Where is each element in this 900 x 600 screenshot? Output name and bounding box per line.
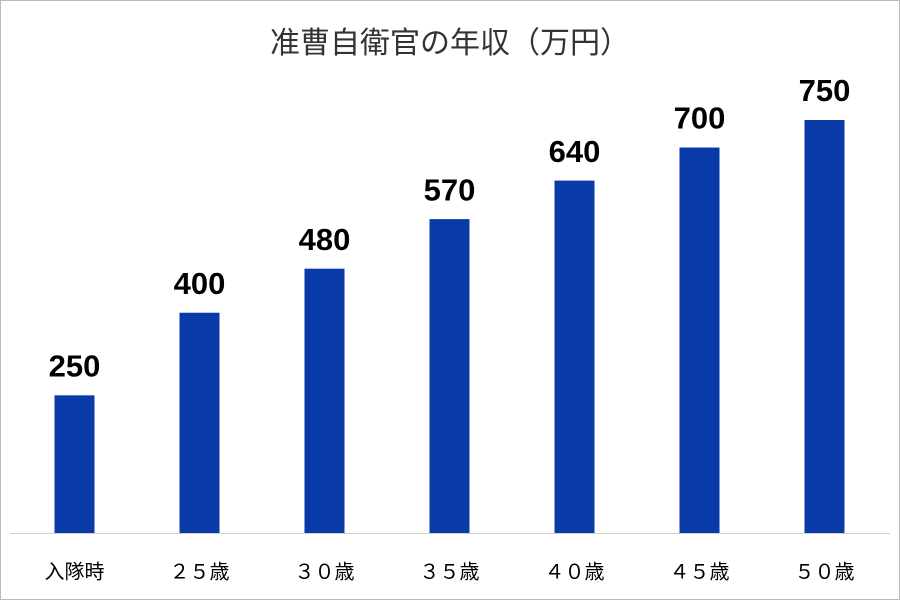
bar [429, 219, 470, 533]
chart-title: 准曹自衛官の年収（万円） [270, 27, 630, 60]
value-label: 400 [174, 266, 226, 301]
value-label: 700 [674, 101, 726, 136]
value-label: 640 [549, 134, 601, 169]
bar [679, 147, 720, 534]
bar [554, 180, 595, 533]
x-tick-label: ３０歳 [295, 560, 355, 583]
x-tick-label: ４０歳 [545, 560, 605, 583]
bar [304, 268, 345, 533]
bar [804, 120, 845, 533]
value-label: 480 [299, 222, 351, 257]
x-tick-label: ３５歳 [420, 560, 480, 583]
value-label: 250 [49, 349, 101, 384]
x-tick-label: 入隊時 [45, 560, 105, 583]
x-tick-label: ２５歳 [170, 560, 230, 583]
bar [54, 395, 95, 533]
x-tick-label: ５０歳 [795, 560, 855, 583]
x-tick-label: ４５歳 [670, 560, 730, 583]
bar [179, 312, 220, 533]
value-label: 750 [799, 73, 851, 108]
value-label: 570 [424, 172, 476, 207]
